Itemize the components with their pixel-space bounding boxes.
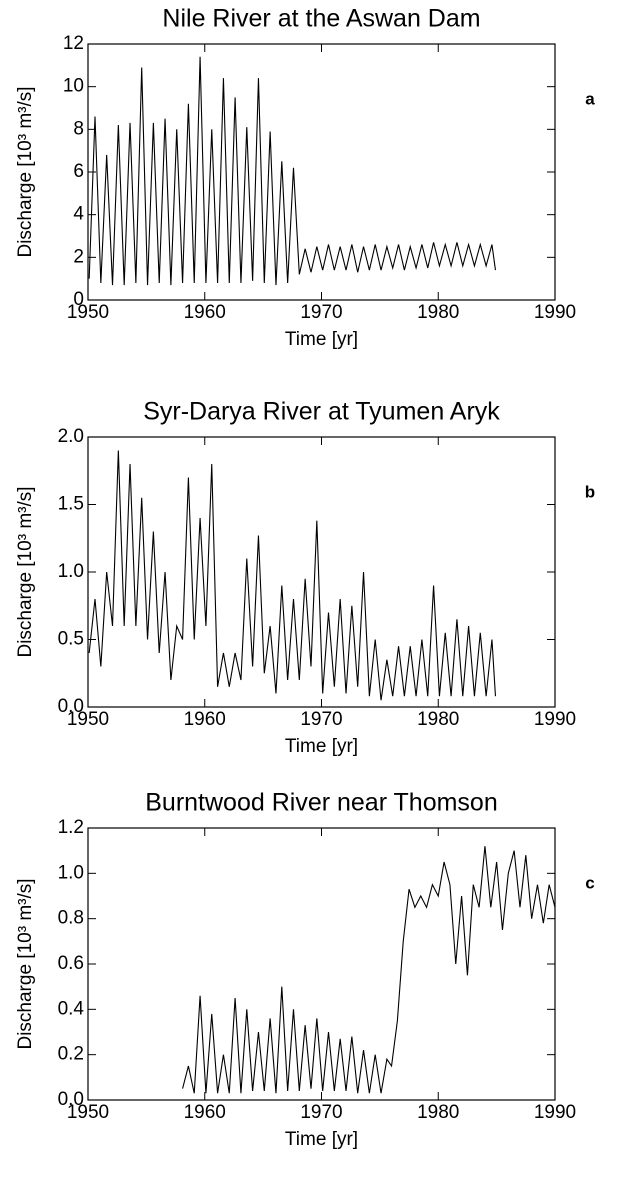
x-tick-label: 1950: [67, 1102, 109, 1123]
y-tick-label: 1.5: [58, 494, 84, 515]
data-line: [88, 450, 497, 701]
y-tick-label: 0.0: [58, 696, 84, 717]
x-tick-label: 1950: [67, 302, 109, 323]
chart-title: Nile River at the Aswan Dam: [162, 5, 480, 33]
y-tick-label: 1.0: [58, 561, 84, 582]
x-tick-label: 1990: [534, 302, 576, 323]
x-tick-label: 1970: [300, 709, 342, 730]
y-tick-label: 2.0: [58, 426, 84, 447]
y-tick-label: 0.0: [58, 1089, 84, 1110]
y-tick-label: 0.6: [58, 953, 84, 974]
y-tick-label: 0.5: [58, 629, 84, 650]
y-tick-label: 1.0: [58, 862, 84, 883]
chart-title: Burntwood River near Thomson: [145, 789, 498, 817]
chart-title: Syr-Darya River at Tyumen Aryk: [143, 398, 500, 426]
y-tick-label: 4: [73, 204, 84, 225]
y-tick-label: 0: [73, 289, 84, 310]
x-tick-label: 1960: [184, 709, 226, 730]
x-tick-label: 1960: [184, 302, 226, 323]
x-tick-label: 1980: [417, 1102, 459, 1123]
x-axis-label: Time [yr]: [285, 1129, 358, 1150]
y-axis-label: Discharge [10³ m³/s]: [15, 86, 36, 257]
y-axis-label: Discharge [10³ m³/s]: [15, 486, 36, 657]
y-tick-label: 8: [73, 118, 84, 139]
plot-frame: [87, 827, 556, 1101]
y-tick-label: 1.2: [58, 817, 84, 838]
y-tick-label: 0.4: [58, 998, 85, 1019]
x-tick-label: 1980: [417, 709, 459, 730]
y-tick-label: 12: [63, 33, 84, 54]
x-tick-label: 1980: [417, 302, 459, 323]
y-tick-label: 2: [73, 246, 84, 267]
data-line: [88, 56, 497, 286]
x-axis-label: Time [yr]: [285, 736, 358, 757]
data-line: [182, 846, 556, 1094]
x-tick-label: 1990: [534, 1102, 576, 1123]
x-tick-label: 1970: [300, 1102, 342, 1123]
x-tick-label: 1970: [300, 302, 342, 323]
panel-label: a: [585, 89, 595, 108]
x-tick-label: 1990: [534, 709, 576, 730]
y-axis-label: Discharge [10³ m³/s]: [15, 878, 36, 1049]
y-tick-label: 0.2: [58, 1044, 84, 1065]
x-tick-label: 1950: [67, 709, 109, 730]
y-tick-label: 10: [63, 76, 84, 97]
y-tick-label: 6: [73, 161, 84, 182]
x-tick-label: 1960: [184, 1102, 226, 1123]
panel-label: b: [585, 482, 595, 501]
x-axis-label: Time [yr]: [285, 329, 358, 350]
panel-label: c: [585, 873, 594, 892]
y-tick-label: 0.8: [58, 908, 84, 929]
